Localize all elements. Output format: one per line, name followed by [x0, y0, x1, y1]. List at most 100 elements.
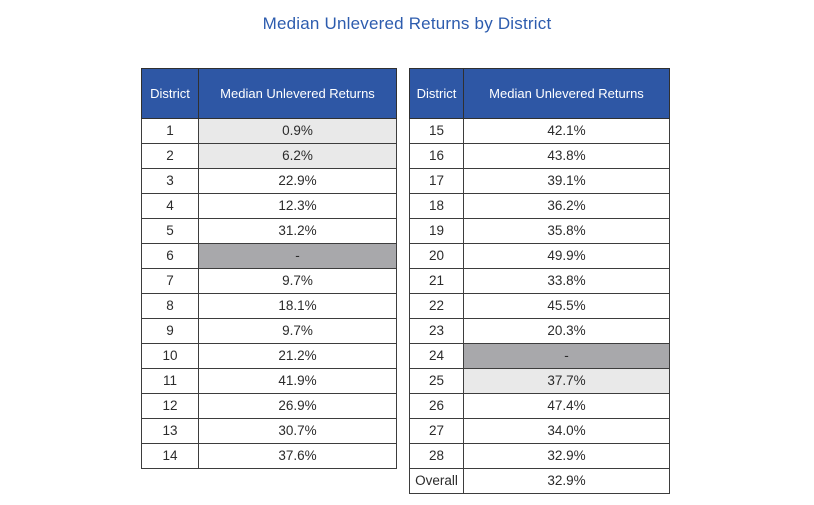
- header-row: District Median Unlevered Returns: [141, 68, 397, 119]
- table-row: 5 31.2%: [141, 218, 397, 244]
- table-header: District Median Unlevered Returns: [409, 68, 670, 119]
- table-row: 4 12.3%: [141, 193, 397, 219]
- district-cell: 11: [141, 368, 199, 394]
- returns-value-cell: 26.9%: [198, 393, 397, 419]
- column-header-district: District: [141, 68, 199, 119]
- returns-value-cell: 42.1%: [463, 118, 670, 144]
- table-row: 23 20.3%: [409, 318, 670, 344]
- district-cell: 21: [409, 268, 464, 294]
- page-title: Median Unlevered Returns by District: [262, 14, 552, 33]
- returns-value-cell: 12.3%: [198, 193, 397, 219]
- returns-value-cell: 33.8%: [463, 268, 670, 294]
- district-cell: 12: [141, 393, 199, 419]
- column-header-district: District: [409, 68, 464, 119]
- returns-table-districts-15-28-overall: District Median Unlevered Returns 15 42.1…: [409, 68, 670, 494]
- table-row: 2 6.2%: [141, 143, 397, 169]
- table-row: 28 32.9%: [409, 443, 670, 469]
- table-row: 16 43.8%: [409, 143, 670, 169]
- returns-value-cell: 37.7%: [463, 368, 670, 394]
- header-row: District Median Unlevered Returns: [409, 68, 670, 119]
- returns-value-cell: 6.2%: [198, 143, 397, 169]
- table-header: District Median Unlevered Returns: [141, 68, 397, 119]
- table-row: 9 9.7%: [141, 318, 397, 344]
- district-cell: 15: [409, 118, 464, 144]
- tables-container: District Median Unlevered Returns 1 0.9% 2…: [141, 68, 670, 494]
- returns-value-cell: 39.1%: [463, 168, 670, 194]
- table-body: 15 42.1% 16 43.8% 17 39.1% 18 36.2% 19 35.8% 20 49.…: [409, 118, 670, 494]
- table-row: 27 34.0%: [409, 418, 670, 444]
- table-row: 1 0.9%: [141, 118, 397, 144]
- district-cell: 16: [409, 143, 464, 169]
- district-cell: 7: [141, 268, 199, 294]
- column-header-returns: Median Unlevered Returns: [198, 68, 397, 119]
- district-cell: 26: [409, 393, 464, 419]
- returns-value-cell: 41.9%: [198, 368, 397, 394]
- table-row: 26 47.4%: [409, 393, 670, 419]
- district-cell: 1: [141, 118, 199, 144]
- district-cell: 17: [409, 168, 464, 194]
- returns-value-cell: 18.1%: [198, 293, 397, 319]
- table-row: 25 37.7%: [409, 368, 670, 394]
- returns-value-cell: -: [198, 243, 397, 269]
- district-cell: 6: [141, 243, 199, 269]
- district-cell: 18: [409, 193, 464, 219]
- table-row: 13 30.7%: [141, 418, 397, 444]
- returns-value-cell: 20.3%: [463, 318, 670, 344]
- returns-value-cell: 45.5%: [463, 293, 670, 319]
- returns-value-cell: 9.7%: [198, 268, 397, 294]
- district-cell: 22: [409, 293, 464, 319]
- district-cell: 14: [141, 443, 199, 469]
- district-cell: 9: [141, 318, 199, 344]
- district-cell: 10: [141, 343, 199, 369]
- district-cell: 3: [141, 168, 199, 194]
- district-cell: 13: [141, 418, 199, 444]
- table-row: 10 21.2%: [141, 343, 397, 369]
- returns-value-cell: -: [463, 343, 670, 369]
- returns-value-cell: 0.9%: [198, 118, 397, 144]
- returns-value-cell: 30.7%: [198, 418, 397, 444]
- district-cell: 23: [409, 318, 464, 344]
- returns-value-cell: 32.9%: [463, 443, 670, 469]
- district-cell: 20: [409, 243, 464, 269]
- table-body: 1 0.9% 2 6.2% 3 22.9% 4 12.3% 5 31.2% 6-7 9.7% 8 18.1…: [141, 118, 397, 469]
- table-row: 18 36.2%: [409, 193, 670, 219]
- table-row: 17 39.1%: [409, 168, 670, 194]
- district-cell: 28: [409, 443, 464, 469]
- table-row: 15 42.1%: [409, 118, 670, 144]
- returns-value-cell: 22.9%: [198, 168, 397, 194]
- table-row: 22 45.5%: [409, 293, 670, 319]
- table-row: 12 26.9%: [141, 393, 397, 419]
- returns-value-cell: 21.2%: [198, 343, 397, 369]
- returns-value-cell: 34.0%: [463, 418, 670, 444]
- table-row: 21 33.8%: [409, 268, 670, 294]
- district-cell: 27: [409, 418, 464, 444]
- returns-value-cell: 36.2%: [463, 193, 670, 219]
- table-row: 8 18.1%: [141, 293, 397, 319]
- returns-value-cell: 47.4%: [463, 393, 670, 419]
- returns-value-cell: 37.6%: [198, 443, 397, 469]
- district-cell: 25: [409, 368, 464, 394]
- district-cell: 4: [141, 193, 199, 219]
- table-row: 20 49.9%: [409, 243, 670, 269]
- returns-value-cell: 49.9%: [463, 243, 670, 269]
- district-cell: 19: [409, 218, 464, 244]
- table-row: 6-: [141, 243, 397, 269]
- district-cell: 24: [409, 343, 464, 369]
- table-row: 7 9.7%: [141, 268, 397, 294]
- district-cell: 2: [141, 143, 199, 169]
- column-header-returns: Median Unlevered Returns: [463, 68, 670, 119]
- returns-value-cell: 32.9%: [463, 468, 670, 494]
- returns-value-cell: 31.2%: [198, 218, 397, 244]
- table-row: 24-: [409, 343, 670, 369]
- returns-value-cell: 43.8%: [463, 143, 670, 169]
- table-row: 14 37.6%: [141, 443, 397, 469]
- returns-value-cell: 9.7%: [198, 318, 397, 344]
- district-cell: Overall: [409, 468, 464, 494]
- table-row: 11 41.9%: [141, 368, 397, 394]
- district-cell: 8: [141, 293, 199, 319]
- table-row: 19 35.8%: [409, 218, 670, 244]
- table-row: Overall 32.9%: [409, 468, 670, 494]
- returns-table-districts-1-14: District Median Unlevered Returns 1 0.9% 2…: [141, 68, 397, 469]
- returns-value-cell: 35.8%: [463, 218, 670, 244]
